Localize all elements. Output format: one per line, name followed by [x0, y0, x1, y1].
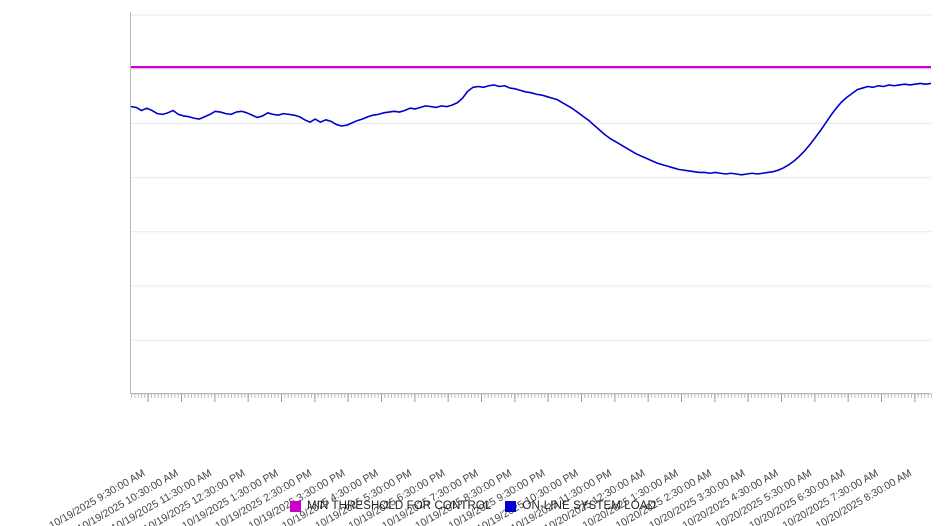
- chart-legend: MIN THRESHOLD FOR CONTROL ON-LINE SYSTEM…: [0, 496, 946, 516]
- load-series-path: [130, 82, 932, 176]
- legend-label-min-threshold: MIN THRESHOLD FOR CONTROL: [307, 500, 492, 512]
- legend-item-online-system-load[interactable]: ON-LINE SYSTEM LOAD: [505, 500, 656, 512]
- legend-label-online-system-load: ON-LINE SYSTEM LOAD: [522, 500, 656, 512]
- legend-item-min-threshold[interactable]: MIN THRESHOLD FOR CONTROL: [290, 500, 491, 512]
- legend-swatch-min-threshold: [290, 500, 302, 512]
- legend-swatch-online-system-load: [505, 500, 517, 512]
- horizontal-gridlines: [131, 14, 931, 395]
- chart-axes: [130, 12, 931, 394]
- online-system-load-line: [130, 82, 932, 176]
- x-axis-ticks: [131, 394, 932, 402]
